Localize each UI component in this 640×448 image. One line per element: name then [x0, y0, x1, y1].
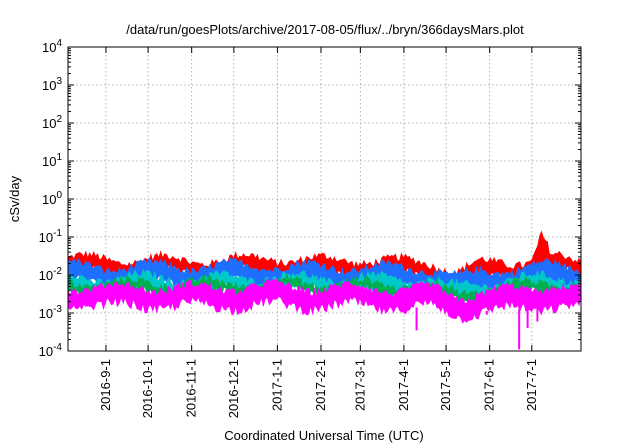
y-axis: 10-4 10-3 10-2 10-1 100 101 102 103 104: [39, 38, 581, 359]
x-tick-label: 2016-10-1: [140, 359, 155, 418]
y-tick-label: 103: [42, 76, 62, 93]
x-axis-label: Coordinated Universal Time (UTC): [224, 428, 423, 443]
x-tick-label: 2017-4-1: [396, 359, 411, 411]
y-tick-label: 10-2: [39, 266, 63, 283]
chart-title: /data/run/goesPlots/archive/2017-08-05/f…: [126, 22, 524, 37]
x-tick-label: 2017-5-1: [438, 359, 453, 411]
y-axis-label: cSv/day: [7, 175, 22, 222]
x-axis: 2016-9-1 2016-10-1 2016-11-1 2016-12-1 2017-…: [98, 47, 539, 418]
plot-area: [67, 230, 582, 350]
y-tick-label: 102: [42, 114, 62, 131]
x-tick-label: 2017-2-1: [313, 359, 328, 411]
y-tick-label: 104: [42, 38, 62, 55]
y-tick-label: 10-1: [39, 228, 63, 245]
x-tick-label: 2017-1-1: [269, 359, 284, 411]
y-tick-label: 10-3: [39, 304, 63, 321]
x-tick-label: 2016-11-1: [184, 359, 199, 417]
y-tick-label: 10-4: [39, 342, 63, 359]
y-tick-label: 100: [42, 190, 62, 207]
x-tick-label: 2017-7-1: [524, 359, 539, 411]
x-tick-label: 2017-3-1: [352, 359, 367, 411]
x-tick-label: 2016-9-1: [98, 359, 113, 411]
x-tick-label: 2017-6-1: [482, 359, 497, 411]
x-tick-label: 2016-12-1: [226, 359, 241, 418]
y-tick-label: 101: [42, 152, 62, 169]
